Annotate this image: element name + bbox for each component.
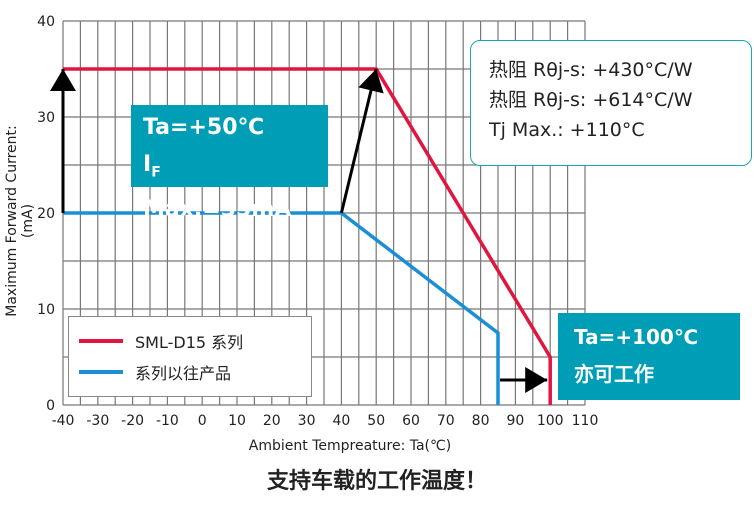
annotation-ta100-line2: 亦可工作 [574, 362, 654, 386]
arrow-diagonal-head [358, 69, 384, 94]
legend-item-sml-d15: SML-D15 系列 [79, 325, 301, 356]
legend-label: SML-D15 系列 [135, 332, 244, 352]
annotation-ta50-line1: Ta=+50℃ [143, 115, 265, 140]
x-tick-label: -10 [156, 413, 179, 429]
x-tick-label: 20 [263, 413, 281, 429]
chart-title: 支持车载的工作温度！ [266, 469, 487, 494]
y-axis-label: Maximum Forward Current: (mA) [4, 125, 36, 317]
series-line-1 [63, 211, 500, 405]
x-tick-label: 40 [332, 413, 350, 429]
legend-item-previous: 系列以往产品 [79, 356, 301, 387]
if-max-value: Max.=35mA [143, 197, 292, 223]
x-tick-label: -20 [121, 413, 144, 429]
series-line-0 [63, 67, 552, 405]
x-tick-label: 110 [572, 413, 599, 429]
info-line: 热阻 Rθj-s: +614°C/W [489, 89, 693, 111]
x-tick-label: -30 [86, 413, 109, 429]
x-tick-label: 50 [367, 413, 385, 429]
thermal-info-box: 热阻 Rθj-s: +430°C/W 热阻 Rθj-s: +614°C/W Tj… [470, 40, 752, 166]
info-line: Tj Max.: +110°C [489, 119, 645, 141]
x-axis-label: Ambient Tempreature: Ta(℃) [248, 438, 452, 454]
x-tick-label: 80 [472, 413, 490, 429]
arrow-right-head [525, 367, 548, 394]
legend-swatch [79, 369, 123, 374]
legend: SML-D15 系列 系列以往产品 [68, 316, 312, 397]
annotation-ta50: Ta=+50℃ IF Max.=35mA [131, 105, 328, 222]
y-tick-label: 40 [37, 14, 55, 30]
annotation-ta100: Ta=+100℃ 亦可工作 [558, 313, 740, 400]
if-subscript: F [151, 164, 161, 181]
y-tick-label: 10 [37, 302, 55, 318]
x-tick-label: 100 [537, 413, 564, 429]
annotation-ta100-line1: Ta=+100℃ [574, 325, 699, 349]
arrow-diagonal [339, 68, 378, 214]
annotation-ta50-line2: IF Max.=35mA [143, 146, 316, 228]
x-tick-label: 0 [198, 413, 207, 429]
x-tick-label: 10 [228, 413, 246, 429]
if-symbol: I [143, 152, 152, 177]
y-tick-label: 30 [37, 110, 55, 126]
x-tick-label: 70 [437, 413, 455, 429]
x-tick-label: -40 [52, 413, 75, 429]
x-tick-label: 30 [298, 413, 316, 429]
x-tick-label: 90 [506, 413, 524, 429]
arrow-up-head [50, 69, 76, 91]
y-tick-label: 0 [46, 398, 55, 414]
legend-label: 系列以往产品 [135, 363, 232, 383]
y-tick-label: 20 [37, 206, 55, 222]
x-tick-label: 60 [402, 413, 420, 429]
info-line: 热阻 Rθj-s: +430°C/W [489, 59, 693, 81]
legend-swatch [79, 338, 123, 343]
